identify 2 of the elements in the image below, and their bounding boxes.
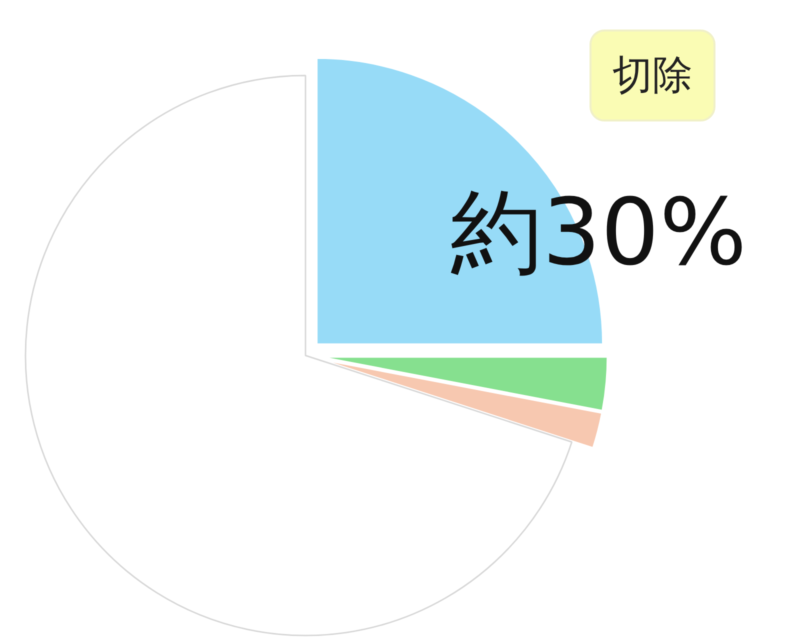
text: 約30% <box>450 179 747 286</box>
text: 切除 <box>612 52 692 98</box>
